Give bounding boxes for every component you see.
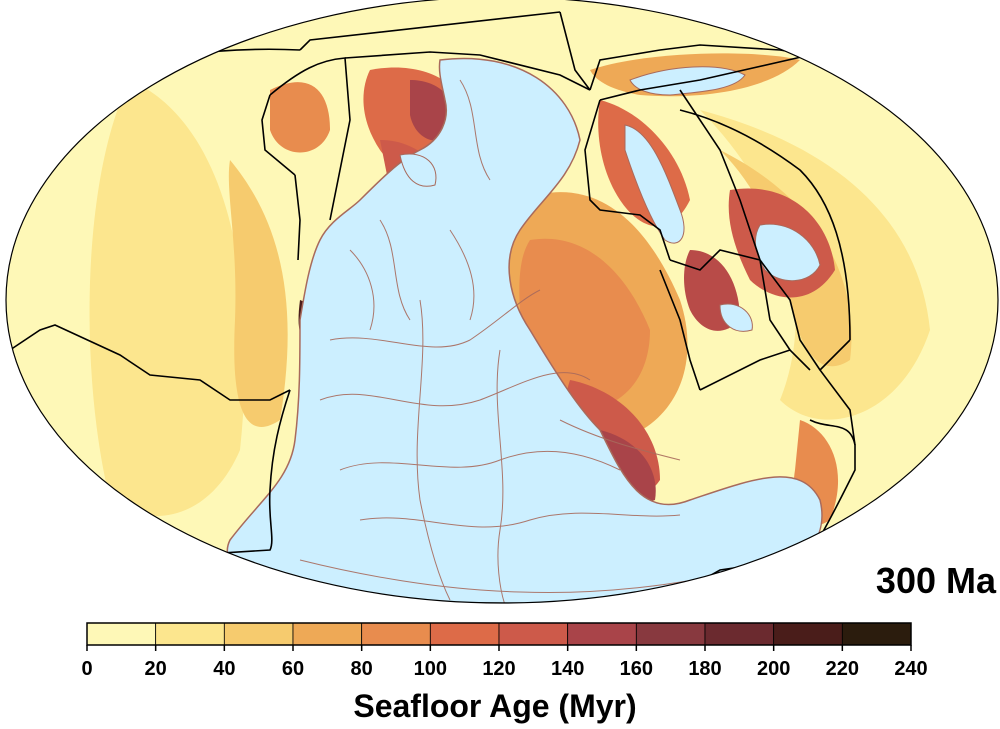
north-continent [629, 66, 746, 96]
east-continent-3 [719, 303, 753, 332]
east-continent-1 [624, 124, 685, 244]
colorbar-swatch [635, 622, 706, 646]
colorbar-tick-label: 60 [282, 658, 304, 680]
colorbar-tick-label: 220 [826, 658, 859, 680]
time-label: 300 Ma [875, 560, 996, 601]
ocean-layer [6, 0, 998, 603]
colorbar-swatch [567, 622, 637, 646]
colorbar-tick-label: 0 [81, 658, 92, 680]
colorbar-tick-label: 140 [551, 658, 584, 680]
colorbar-title: Seafloor Age (Myr) [353, 688, 637, 724]
colorbar-tick-label: 80 [351, 658, 373, 680]
terrane-lines [299, 79, 741, 603]
colorbar-swatch [429, 622, 500, 646]
colorbar-tick-label: 120 [482, 658, 515, 680]
colorbar-tick-label: 20 [145, 658, 167, 680]
north-island [399, 153, 437, 187]
colorbar-tick-label: 240 [894, 658, 927, 680]
colorbar-swatch [155, 622, 225, 646]
colorbar-tick-label: 100 [414, 658, 447, 680]
colorbar: 0 20 40 60 80 100 120 140 160 180 200 220 240 [81, 622, 928, 680]
colorbar-swatch [704, 622, 775, 646]
colorbar-swatch [773, 622, 843, 646]
globe-outline [5, 0, 999, 604]
colorbar-swatch [86, 622, 157, 646]
colorbar-tick-label: 200 [757, 658, 790, 680]
colorbar-swatch [361, 622, 431, 646]
colorbar-tick-label: 40 [213, 658, 235, 680]
colorbar-tick-label: 160 [620, 658, 653, 680]
colorbar-swatch [292, 622, 363, 646]
colorbar-tick-label: 180 [688, 658, 721, 680]
colorbar-swatch [498, 622, 569, 646]
colorbar-swatch [841, 622, 912, 646]
colorbar-swatch [223, 622, 294, 646]
